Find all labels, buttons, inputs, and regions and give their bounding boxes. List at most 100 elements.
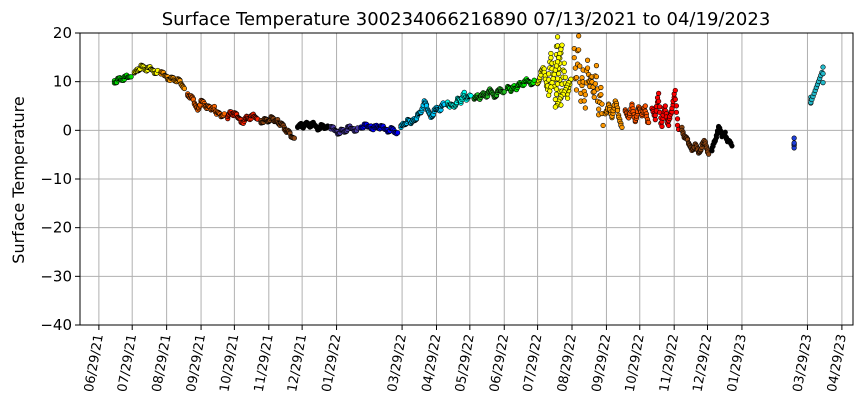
x-tick-label: 06/29/22 — [487, 333, 512, 393]
data-series-18 — [649, 87, 682, 132]
data-point — [554, 81, 561, 87]
data-point — [652, 117, 658, 123]
data-series-16 — [602, 98, 625, 131]
x-tick-label: 01/29/22 — [320, 333, 345, 393]
y-tick-label: 10 — [53, 73, 72, 91]
data-series-8 — [328, 123, 361, 137]
data-series-13 — [504, 76, 537, 94]
data-point — [546, 92, 552, 98]
data-point — [820, 71, 826, 77]
x-tick-label: 12/29/21 — [285, 333, 310, 393]
data-point — [181, 85, 187, 92]
data-point — [646, 119, 652, 126]
data-point — [584, 57, 591, 63]
data-point — [619, 124, 625, 131]
data-point — [547, 88, 553, 94]
y-tick-label: −10 — [40, 170, 72, 188]
data-point — [554, 34, 561, 40]
data-series-10 — [398, 98, 447, 131]
data-point — [593, 74, 600, 80]
data-point — [582, 105, 588, 111]
data-point — [599, 101, 605, 107]
data-point — [656, 90, 662, 96]
data-point — [584, 65, 591, 71]
data-point — [561, 68, 567, 75]
data-point — [672, 96, 678, 102]
data-point — [591, 89, 597, 95]
x-tick-label: 07/29/21 — [115, 333, 140, 393]
y-tick-label: 0 — [62, 121, 72, 139]
data-point — [673, 103, 680, 109]
y-tick-label: −30 — [40, 267, 72, 285]
data-point — [501, 89, 507, 95]
data-series-22 — [808, 64, 826, 106]
data-point — [581, 98, 587, 104]
data-series-7 — [295, 119, 331, 133]
data-point — [673, 109, 680, 115]
data-point — [558, 46, 564, 52]
data-point — [549, 80, 555, 86]
data-point — [548, 84, 554, 90]
x-tick-label: 03/29/23 — [790, 333, 815, 393]
x-tick-label: 05/29/22 — [453, 333, 478, 393]
y-tick-label: 20 — [53, 24, 72, 42]
data-point — [573, 75, 580, 81]
data-point — [572, 65, 578, 71]
y-tick-label: −20 — [40, 219, 72, 237]
data-point — [598, 84, 604, 91]
data-point — [552, 67, 558, 73]
data-series-19 — [679, 124, 712, 157]
data-point — [791, 140, 797, 146]
data-series-2 — [131, 62, 161, 76]
x-tick-label: 11/29/22 — [657, 333, 682, 393]
data-point — [577, 63, 583, 69]
data-point — [550, 75, 556, 82]
data-point — [666, 122, 672, 129]
data-point — [576, 33, 582, 39]
data-series-15 — [571, 33, 606, 129]
data-point — [642, 103, 648, 109]
data-point — [291, 135, 297, 141]
data-point — [576, 47, 582, 53]
data-point — [672, 87, 678, 94]
data-point — [557, 50, 563, 57]
y-axis-label: Surface Temperature — [9, 96, 28, 263]
y-axis-ticks: −40 −30 −20 −10 0 10 20 — [40, 24, 80, 334]
data-series-3 — [158, 69, 187, 92]
data-point — [657, 104, 663, 110]
data-point — [562, 74, 568, 80]
data-series-4 — [185, 91, 227, 120]
data-series-14 — [534, 34, 574, 110]
data-point — [553, 63, 560, 69]
data-point — [791, 135, 797, 141]
data-point — [564, 95, 571, 101]
data-series-11 — [445, 89, 474, 110]
data-point — [552, 104, 558, 110]
data-point — [591, 94, 597, 100]
x-tick-label: 06/29/21 — [82, 333, 107, 393]
x-tick-label: 04/29/23 — [825, 333, 850, 393]
data-point — [593, 63, 600, 69]
data-point — [561, 60, 567, 66]
data-point — [556, 55, 562, 61]
x-tick-label: 10/29/21 — [217, 333, 242, 393]
data-series-5 — [225, 109, 261, 126]
x-tick-label: 10/29/22 — [623, 333, 648, 393]
data-point — [546, 71, 552, 77]
x-tick-label: 11/29/21 — [252, 333, 277, 393]
data-point — [395, 130, 401, 136]
data-point — [553, 86, 560, 92]
data-point — [600, 122, 606, 129]
data-points — [111, 33, 826, 157]
x-tick-label: 03/29/22 — [385, 333, 410, 393]
data-point — [820, 64, 826, 70]
data-point — [596, 106, 602, 112]
data-point — [659, 123, 665, 130]
x-tick-label: 01/29/23 — [725, 333, 750, 393]
data-point — [662, 103, 668, 109]
data-point — [548, 50, 554, 57]
data-point — [559, 42, 565, 48]
data-point — [592, 81, 598, 87]
data-point — [582, 92, 588, 98]
